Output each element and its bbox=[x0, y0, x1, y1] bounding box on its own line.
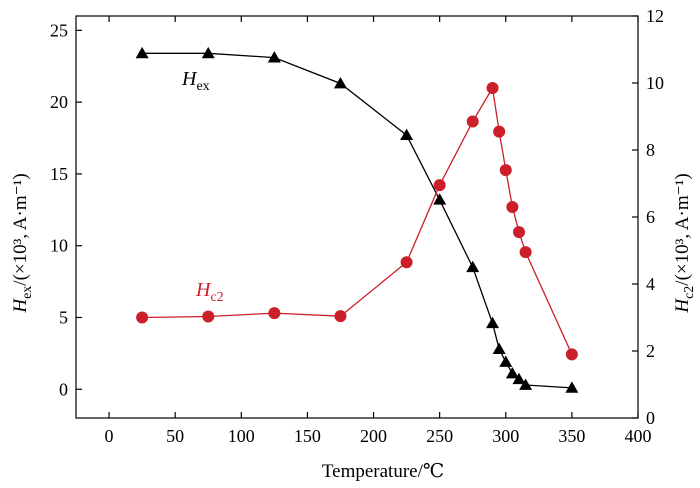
data-point-hex bbox=[333, 76, 347, 89]
x-tick-label: 400 bbox=[625, 426, 652, 446]
data-point-hex bbox=[486, 316, 500, 329]
data-point-hc2 bbox=[433, 179, 446, 192]
hex-series-label: Hex bbox=[181, 68, 210, 94]
data-point-hex bbox=[135, 46, 149, 59]
x-tick-label: 50 bbox=[166, 426, 184, 446]
data-point-hex bbox=[512, 372, 526, 385]
x-tick-label: 250 bbox=[426, 426, 453, 446]
data-point-hex bbox=[267, 51, 281, 63]
x-tick-label: 100 bbox=[228, 426, 255, 446]
y-axis-left: 0 5 10 15 20 25 bbox=[50, 20, 82, 399]
x-axis: 0 50 100 150 200 250 300 350 400 bbox=[105, 16, 652, 446]
data-point-hc2 bbox=[334, 310, 347, 323]
data-point-hc2 bbox=[400, 256, 413, 269]
data-point-hex bbox=[201, 46, 215, 59]
series-points bbox=[135, 46, 579, 393]
y-right-tick-label: 0 bbox=[646, 408, 655, 428]
data-point-hex bbox=[565, 381, 579, 393]
data-point-hex bbox=[499, 355, 513, 367]
y-axis-right-title: Hc2/(×10³, A·m⁻¹) bbox=[672, 173, 697, 313]
data-point-hex bbox=[492, 342, 506, 354]
data-point-hex bbox=[400, 128, 414, 141]
y-axis-right: 0 2 4 6 8 10 12 bbox=[632, 6, 664, 428]
y-left-tick-label: 10 bbox=[50, 236, 68, 256]
series-line-hex bbox=[142, 52, 572, 389]
y-left-tick-label: 15 bbox=[50, 164, 68, 184]
data-point-hc2 bbox=[493, 125, 506, 138]
data-point-hc2 bbox=[506, 200, 519, 213]
data-point-hc2 bbox=[202, 310, 215, 323]
y-right-tick-label: 8 bbox=[646, 140, 655, 160]
plot-border bbox=[75, 15, 639, 419]
y-left-tick-label: 5 bbox=[59, 308, 68, 328]
data-point-hc2 bbox=[268, 307, 281, 320]
y-right-tick-label: 6 bbox=[646, 207, 655, 227]
data-point-hex bbox=[466, 260, 480, 273]
hc2-series-label: Hc2 bbox=[195, 279, 224, 305]
x-tick-label: 0 bbox=[105, 426, 114, 446]
data-point-hc2 bbox=[486, 82, 499, 95]
series-lines bbox=[142, 52, 573, 389]
data-point-hc2 bbox=[136, 311, 149, 324]
y-right-tick-label: 10 bbox=[646, 73, 664, 93]
y-right-rest: /(×10³, A·m⁻¹) bbox=[672, 173, 693, 285]
data-point-hex bbox=[505, 366, 519, 379]
data-point-hc2 bbox=[565, 348, 578, 361]
data-point-hex bbox=[519, 378, 533, 390]
x-axis-title: Temperature/℃ bbox=[322, 461, 444, 482]
data-point-hc2 bbox=[499, 164, 512, 177]
data-point-hc2 bbox=[519, 246, 532, 259]
y-left-tick-label: 20 bbox=[50, 92, 68, 112]
x-tick-label: 200 bbox=[360, 426, 387, 446]
y-axis-left-title: Hex/(×10³, A·m⁻¹) bbox=[10, 173, 35, 313]
y-left-tick-label: 25 bbox=[50, 20, 68, 40]
data-point-hc2 bbox=[512, 226, 525, 239]
y-right-tick-label: 12 bbox=[646, 6, 664, 26]
data-point-hex bbox=[433, 193, 447, 205]
data-point-hc2 bbox=[466, 115, 479, 128]
y-right-sub: c2 bbox=[682, 286, 697, 299]
y-right-var: H bbox=[672, 298, 693, 314]
x-tick-label: 150 bbox=[294, 426, 321, 446]
x-tick-label: 300 bbox=[492, 426, 519, 446]
y-left-tick-label: 0 bbox=[59, 379, 68, 399]
plot-frame bbox=[75, 15, 639, 419]
y-left-rest: /(×10³, A·m⁻¹) bbox=[10, 173, 31, 285]
y-right-tick-label: 2 bbox=[646, 341, 655, 361]
y-left-var: H bbox=[10, 298, 31, 314]
x-tick-label: 350 bbox=[558, 426, 585, 446]
y-left-sub: ex bbox=[20, 286, 35, 299]
y-right-tick-label: 4 bbox=[646, 274, 655, 294]
